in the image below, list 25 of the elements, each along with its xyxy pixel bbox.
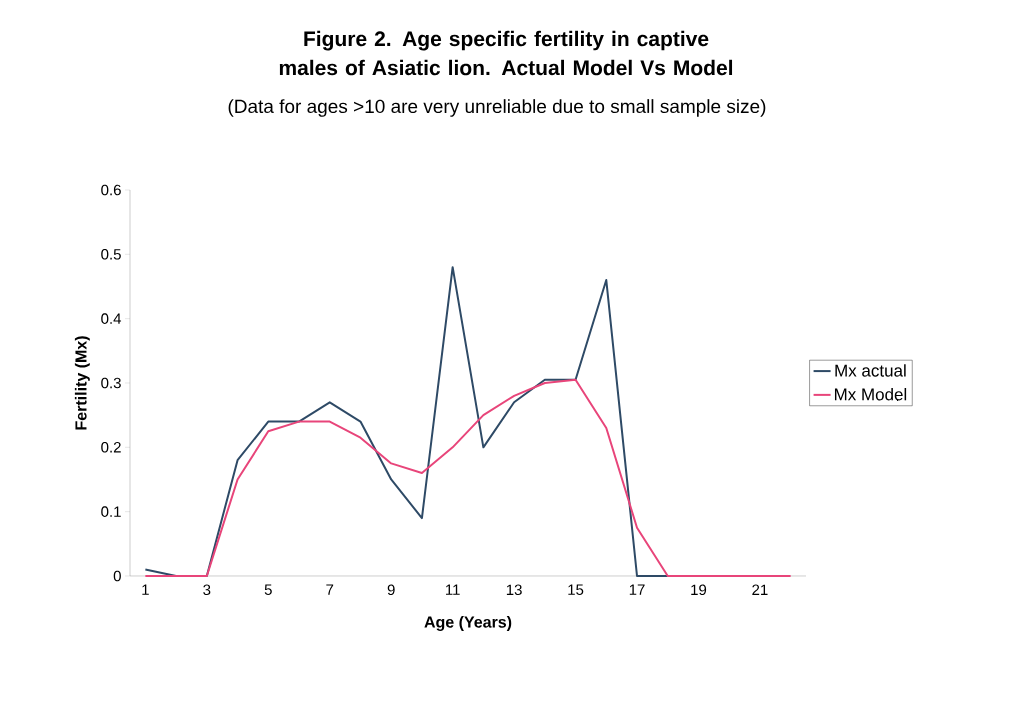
x-tick-label: 9 [387, 584, 395, 596]
line-series [144, 266, 669, 577]
y-tick-label: 0.6 [101, 184, 121, 196]
x-tick-label: 15 [568, 584, 584, 595]
x-tick-label: 21 [752, 584, 768, 595]
x-tick-label: 5 [264, 584, 272, 595]
x-tick-label: 1 [142, 584, 149, 595]
y-tick-label: 0 [113, 570, 121, 582]
chart-subtitle: (Data for ages >10 are very unreliable due to small sample size) [228, 99, 766, 117]
x-tick-label: 3 [203, 584, 211, 596]
y-tick-label: 0.2 [101, 442, 121, 453]
x-tick-label: 17 [629, 584, 645, 595]
y-tick-label: 0.4 [101, 313, 122, 324]
x-tick-label: 19 [691, 584, 707, 596]
x-tick-label: 13 [506, 584, 522, 596]
legend-label: Mx actual [835, 364, 906, 377]
y-tick-label: 0.5 [101, 249, 121, 260]
y-tick-label: 0.1 [101, 506, 121, 517]
x-tick-label: 7 [326, 584, 334, 595]
y-axis-title: Fertility (Mx) [74, 336, 90, 430]
y-tick-label: 0.3 [101, 377, 121, 389]
chart-title: Figure 2. Age specific fertility in captive males of Asiatic lion. Actual Model Vs Model [279, 30, 733, 76]
legend-label: Mx Model [834, 387, 907, 401]
x-tick-label: 11 [446, 584, 460, 595]
x-axis-title: Age (Years) [424, 615, 512, 631]
